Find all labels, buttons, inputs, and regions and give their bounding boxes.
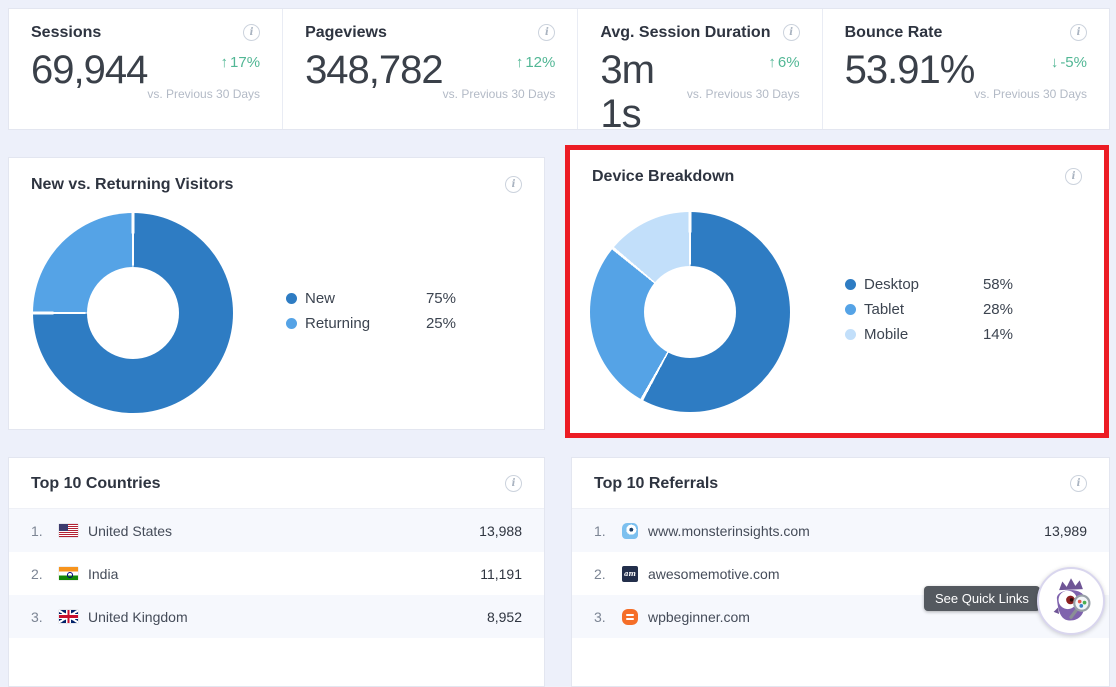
info-icon[interactable] [243, 24, 261, 41]
legend-item-desktop[interactable]: Desktop 58% [845, 272, 1013, 297]
trend-value: -5% [1060, 54, 1087, 71]
metric-label: Bounce Rate [844, 24, 943, 41]
wpbeginner-favicon-icon [622, 608, 638, 625]
row-value: 13,989 [1044, 522, 1087, 539]
row-value: 8,952 [486, 608, 522, 625]
india-flag-icon [59, 567, 78, 580]
device-breakdown-highlight-box: Device Breakdown Desktop 58% Tablet 28% … [565, 145, 1109, 438]
quick-links-mascot-button[interactable] [1037, 567, 1105, 635]
table-title: Top 10 Countries [31, 475, 161, 492]
legend-label: Tablet [864, 301, 905, 318]
legend-label: New [305, 290, 336, 307]
visitors-legend: New 75% Returning 25% [286, 286, 456, 336]
row-rank: 3. [31, 608, 43, 625]
row-value: 13,988 [479, 522, 522, 539]
table-title: Top 10 Referrals [594, 475, 719, 492]
quick-links-tooltip: See Quick Links [924, 586, 1040, 611]
table-row: 3. United Kingdom 8,952 [9, 595, 544, 638]
countries-table-card: Top 10 Countries 1. United States 13,988… [8, 457, 545, 687]
referral-name: www.monsterinsights.com [648, 522, 810, 539]
legend-dot-icon [845, 329, 856, 340]
country-name: India [88, 565, 119, 582]
referrals-table-card: Top 10 Referrals 1. www.monsterinsights.… [571, 457, 1110, 687]
table-row: 1. www.monsterinsights.com 13,989 [572, 509, 1109, 552]
device-legend: Desktop 58% Tablet 28% Mobile 14% [845, 272, 1013, 347]
metric-label: Sessions [31, 24, 102, 41]
legend-dot-icon [286, 318, 297, 329]
awesomemotive-favicon-icon [622, 565, 638, 582]
metric-value: 53.91% [844, 48, 976, 92]
info-icon[interactable] [1070, 24, 1087, 41]
trend-up-arrow-icon: ↑ [220, 54, 229, 71]
row-rank: 1. [31, 522, 43, 539]
table-row: 1. United States 13,988 [9, 509, 544, 552]
monsterinsights-favicon-icon [622, 522, 638, 539]
legend-label: Returning [305, 315, 371, 332]
legend-label: Mobile [864, 326, 909, 343]
metric-card-sessions: Sessions 69,944 ↑17% vs. Previous 30 Day… [9, 9, 282, 129]
legend-value: 25% [425, 315, 456, 332]
legend-value: 14% [982, 326, 1013, 343]
legend-dot-icon [286, 293, 297, 304]
legend-value: 28% [982, 301, 1013, 318]
metric-card-pageviews: Pageviews 348,782 ↑12% vs. Previous 30 D… [282, 9, 577, 129]
info-icon[interactable] [538, 24, 556, 41]
visitors-donut-chart[interactable] [33, 213, 233, 413]
info-icon[interactable] [1070, 475, 1087, 492]
trend-value: 12% [525, 54, 556, 71]
country-name: United States [88, 522, 173, 539]
dashboard-page: { "colors": { "page_bg": "#edf0fa", "hig… [0, 0, 1116, 637]
row-rank: 3. [594, 608, 606, 625]
metric-label: Avg. Session Duration [600, 24, 771, 41]
referral-name: awesomemotive.com [648, 565, 780, 582]
comparison-label: vs. Previous 30 Days [442, 87, 556, 101]
metric-value: 69,944 [31, 48, 148, 92]
comparison-label: vs. Previous 30 Days [686, 87, 800, 101]
legend-item-mobile[interactable]: Mobile 14% [845, 322, 1013, 347]
row-rank: 2. [31, 565, 43, 582]
legend-value: 75% [425, 290, 456, 307]
table-row: 2. India 11,191 [9, 552, 544, 595]
referral-name: wpbeginner.com [648, 608, 750, 625]
trend-down-arrow-icon: ↓ [1050, 54, 1059, 71]
comparison-label: vs. Previous 30 Days [974, 87, 1087, 101]
row-rank: 2. [594, 565, 606, 582]
monsterinsights-mascot-icon [1053, 578, 1091, 621]
trend-value: 6% [777, 54, 800, 71]
info-icon[interactable] [505, 475, 522, 492]
metric-card-bounce-rate: Bounce Rate 53.91% ↓-5% vs. Previous 30 … [821, 9, 1109, 129]
uk-flag-icon [59, 610, 78, 623]
legend-item-returning[interactable]: Returning 25% [286, 311, 456, 336]
info-icon[interactable] [505, 176, 522, 193]
metric-label: Pageviews [305, 24, 387, 41]
chart-title: Device Breakdown [592, 168, 735, 185]
legend-value: 58% [982, 276, 1013, 293]
trend-value: 17% [230, 54, 261, 71]
legend-item-tablet[interactable]: Tablet 28% [845, 297, 1013, 322]
info-icon[interactable] [1065, 168, 1082, 185]
metric-card-avg-session-duration: Avg. Session Duration 3m 1s ↑6% vs. Prev… [577, 9, 821, 136]
legend-label: Desktop [864, 276, 920, 293]
visitors-chart-card: New vs. Returning Visitors New 75% Retur… [8, 157, 545, 430]
trend-up-arrow-icon: ↑ [515, 54, 524, 71]
country-name: United Kingdom [88, 608, 188, 625]
row-rank: 1. [594, 522, 606, 539]
legend-item-new[interactable]: New 75% [286, 286, 456, 311]
legend-dot-icon [845, 304, 856, 315]
trend-up-arrow-icon: ↑ [768, 54, 776, 71]
metric-value: 3m 1s [600, 48, 655, 136]
legend-dot-icon [845, 279, 856, 290]
info-icon[interactable] [782, 24, 800, 41]
metrics-strip: Sessions 69,944 ↑17% vs. Previous 30 Day… [8, 8, 1110, 136]
metric-value: 348,782 [305, 48, 444, 92]
us-flag-icon [59, 524, 78, 537]
device-donut-chart[interactable] [590, 212, 790, 412]
comparison-label: vs. Previous 30 Days [147, 87, 261, 101]
row-value: 11,191 [480, 565, 522, 582]
chart-title: New vs. Returning Visitors [31, 176, 234, 193]
